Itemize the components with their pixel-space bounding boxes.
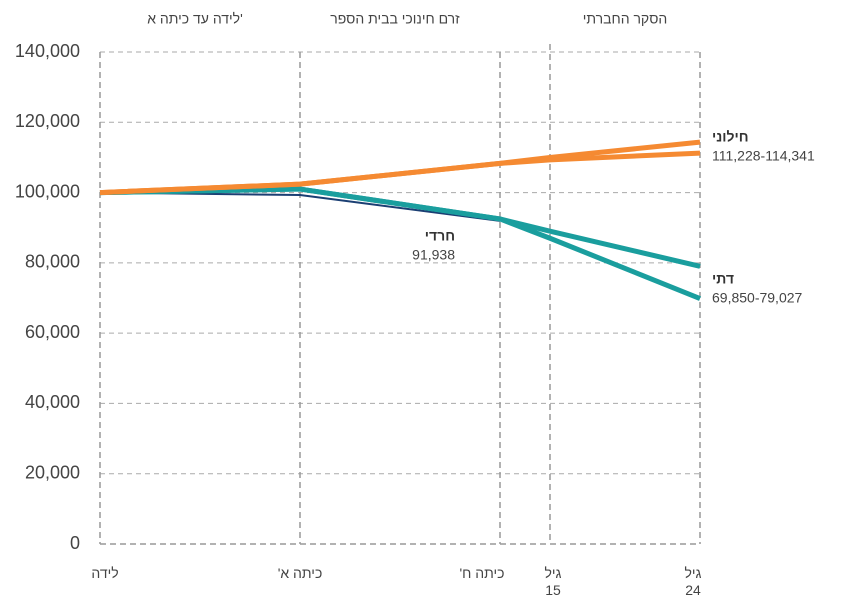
annotation-value: 69,850-79,027 [712,290,803,306]
annotation-title: דתי [712,271,734,287]
annotation-value: 111,228-114,341 [712,148,815,164]
y-tick-label: 60,000 [25,322,80,342]
x-tick-label: כיתה ח' [459,565,505,581]
y-tick-label: 120,000 [15,111,80,131]
annotation-title: חרדי [425,228,455,244]
y-tick-label: 80,000 [25,252,80,272]
y-tick-label: 20,000 [25,462,80,482]
annotation-title: חילוני [712,129,749,145]
y-tick-label: 140,000 [15,41,80,61]
series-line [99,186,701,301]
annotation-value: 91,938 [412,247,455,263]
series-line [99,139,701,196]
section-label: לידה עד כיתה א' [147,11,243,27]
section-label: הסקר החברתי [583,11,668,27]
section-label: זרם חינוכי בבית הספר [330,11,460,27]
y-tick-label: 0 [70,533,80,553]
y-tick-label: 100,000 [15,181,80,201]
x-tick-label: גיל 24 [684,565,702,598]
x-tick-label: כיתה א' [277,565,323,581]
x-tick-label: גיל 15 [544,565,562,598]
y-tick-label: 40,000 [25,392,80,412]
series-line [99,186,701,269]
x-tick-label: לידה [91,565,119,581]
